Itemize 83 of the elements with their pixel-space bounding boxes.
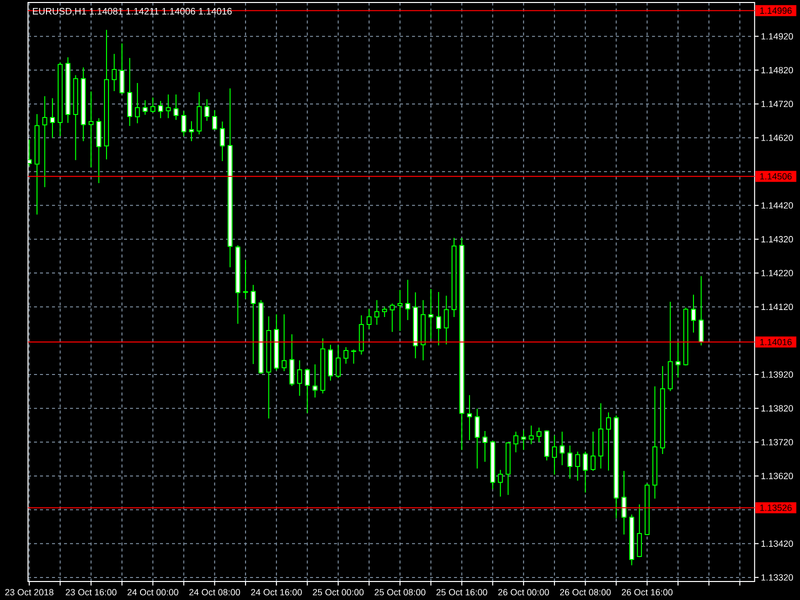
candlestick (390, 302, 395, 332)
y-tick-label: 1.14320 (761, 236, 793, 242)
candlestick (606, 412, 612, 472)
candlestick (482, 430, 488, 462)
candlestick (312, 364, 318, 398)
ref-line-label: 1.13526 (760, 504, 792, 511)
x-tick-label: 25 Oct 00:00 (312, 589, 364, 596)
candlestick (636, 504, 642, 558)
candlestick (513, 431, 518, 453)
candlestick (374, 300, 380, 326)
y-tick-label: 1.14120 (761, 304, 793, 310)
ref-line-label: 1.14996 (760, 7, 792, 14)
candlestick (690, 294, 696, 334)
candlestick (297, 360, 302, 396)
candlestick (282, 314, 287, 372)
candlestick (250, 284, 256, 365)
y-tick-label: 1.13920 (761, 371, 793, 378)
x-tick-label: 26 Oct 00:00 (498, 589, 549, 596)
x-tick-label: 24 Oct 08:00 (189, 589, 240, 596)
y-tick-label: 1.13620 (761, 472, 793, 480)
candlestick (158, 100, 164, 119)
y-tick-label: 1.14820 (761, 66, 793, 74)
candlestick (174, 94, 179, 120)
candlestick (181, 110, 186, 137)
candlestick (466, 394, 472, 441)
x-tick-label: 25 Oct 08:00 (374, 589, 426, 596)
candlestick (474, 408, 480, 470)
x-tick-label: 26 Oct 16:00 (622, 589, 673, 596)
y-tick-label: 1.13320 (761, 574, 793, 581)
candlestick (536, 427, 542, 443)
y-tick-label: 1.14220 (761, 270, 793, 276)
candlestick (50, 98, 55, 138)
y-tick-label: 1.13720 (761, 438, 793, 446)
y-tick-label: 1.13420 (761, 540, 793, 547)
x-tick-label: 26 Oct 08:00 (560, 589, 611, 596)
x-tick-label: 24 Oct 00:00 (128, 589, 178, 596)
candlestick (304, 368, 310, 414)
y-tick-label: 1.13820 (761, 405, 793, 412)
y-tick-label: 1.14720 (761, 100, 793, 108)
y-tick-label: 1.14920 (761, 33, 793, 40)
candlestick (42, 96, 48, 188)
candlestick (343, 346, 348, 364)
candlestick (428, 288, 434, 340)
y-tick-label: 1.14420 (761, 202, 793, 209)
candlestick (676, 341, 681, 378)
candlestick (582, 451, 588, 494)
x-tick-label: 23 Oct 16:00 (66, 589, 116, 596)
candlestick (220, 121, 225, 162)
candlestick (521, 430, 526, 450)
candlestick (212, 110, 218, 130)
x-tick-label: 24 Oct 16:00 (251, 589, 302, 596)
y-tick-label: 1.14620 (761, 134, 793, 141)
candlestick (498, 469, 503, 498)
candlestick (134, 82, 140, 124)
x-tick-label: 25 Oct 16:00 (436, 589, 488, 596)
candlestick (336, 344, 341, 378)
candlestick (243, 259, 248, 300)
ref-line-label: 1.14506 (760, 173, 792, 180)
candlestick (351, 348, 356, 364)
candlestick (366, 308, 372, 330)
candlestick (112, 53, 117, 92)
candlestick (119, 42, 124, 95)
candlestick (575, 451, 580, 482)
candlestick (444, 295, 449, 345)
candlestick (188, 120, 194, 142)
ref-line-label: 1.14016 (760, 338, 792, 346)
candlestick (567, 445, 572, 480)
candlestick (621, 470, 626, 535)
x-tick-label: 23 Oct 2018 (5, 589, 54, 596)
candlestick (436, 291, 442, 346)
candlestick (590, 431, 596, 472)
candlestick (397, 289, 403, 332)
candlestick (204, 98, 210, 122)
candlestick (142, 100, 148, 116)
candlestick (552, 434, 557, 476)
candlestick (560, 431, 565, 466)
candlestick (405, 279, 410, 321)
candlestick (382, 306, 388, 318)
candlestick (528, 425, 534, 445)
candlestick (88, 90, 94, 168)
candlestick (150, 97, 156, 114)
candlestick (166, 94, 171, 119)
candlestick (698, 276, 704, 346)
